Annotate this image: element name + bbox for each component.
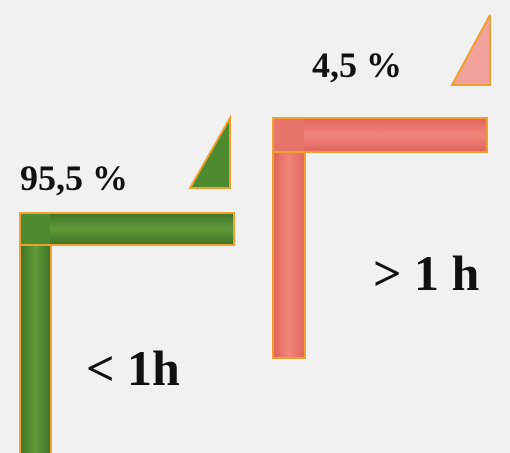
duration-label: < 1h — [86, 340, 180, 396]
percent-label: 95,5 % — [20, 158, 128, 198]
green-triangle — [188, 114, 231, 189]
duration-label: > 1 h — [373, 245, 479, 301]
percent-label: 4,5 % — [312, 45, 402, 85]
green-corner — [19, 114, 235, 453]
red-triangle — [450, 14, 491, 86]
red-corner — [272, 14, 491, 359]
